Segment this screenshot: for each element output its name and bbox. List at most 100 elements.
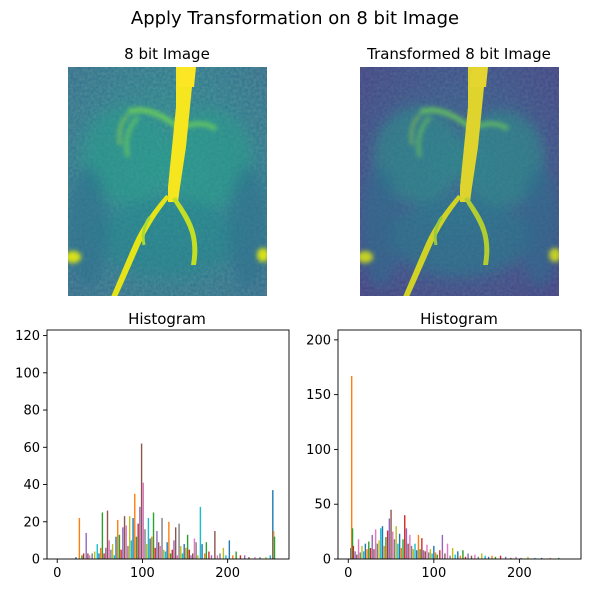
histogram-bar bbox=[534, 557, 536, 559]
histogram-bar bbox=[527, 556, 529, 559]
histogram-bar bbox=[140, 443, 143, 559]
y-tick-label: 120 bbox=[15, 329, 40, 344]
histogram-bar bbox=[190, 555, 192, 559]
histogram-bar bbox=[441, 534, 444, 559]
histogram-bar bbox=[499, 555, 502, 559]
histogram-bar bbox=[272, 490, 274, 559]
histogram-bar bbox=[216, 555, 219, 559]
histogram-bar bbox=[78, 518, 81, 559]
histogram-bar bbox=[120, 549, 122, 559]
histogram-transformed: Histogram 0 100 200 0 50 100 150 200 bbox=[306, 310, 582, 581]
histogram-bar bbox=[146, 544, 148, 559]
histogram-bar bbox=[404, 515, 406, 559]
histogram-bar bbox=[444, 553, 446, 559]
image-title-transformed: Transformed 8 bit Image bbox=[366, 45, 551, 63]
histogram-bar bbox=[94, 551, 96, 559]
histogram-bar bbox=[364, 543, 367, 559]
histogram-bar bbox=[157, 542, 160, 559]
histogram-bar bbox=[354, 551, 356, 559]
histogram-bar bbox=[108, 540, 110, 559]
x-tick-label: 200 bbox=[507, 566, 532, 581]
histogram-bar bbox=[134, 493, 136, 559]
y-tick-label: 0 bbox=[323, 553, 331, 568]
histogram-bar bbox=[422, 550, 425, 559]
histogram-bar bbox=[219, 553, 221, 559]
x-tick-label: 200 bbox=[215, 566, 240, 581]
histogram-bar bbox=[351, 528, 354, 559]
histogram-bar bbox=[144, 529, 146, 559]
histogram-bar bbox=[439, 550, 441, 559]
histogram-bar bbox=[103, 553, 105, 559]
histogram-title: Histogram bbox=[420, 310, 498, 328]
histogram-bar bbox=[371, 534, 373, 559]
histogram-bar bbox=[195, 542, 197, 559]
y-tick-label: 50 bbox=[314, 498, 331, 513]
histogram-bar bbox=[123, 516, 126, 559]
histogram-bar bbox=[208, 551, 210, 559]
histogram-bar bbox=[110, 549, 112, 559]
histogram-bar bbox=[376, 543, 379, 559]
histogram-bar bbox=[369, 548, 372, 559]
histogram-bar bbox=[135, 536, 138, 559]
histogram-bar bbox=[357, 539, 360, 559]
histogram-bar bbox=[352, 545, 355, 559]
histogram-bar bbox=[361, 545, 363, 559]
histogram-bar bbox=[178, 523, 180, 559]
histogram-bar bbox=[228, 540, 231, 559]
histogram-bar bbox=[356, 554, 358, 559]
histogram-bar bbox=[392, 531, 394, 559]
histogram-bar bbox=[454, 554, 456, 559]
histogram-bar bbox=[149, 538, 151, 559]
axes-frame bbox=[337, 329, 582, 560]
histogram-bar bbox=[457, 551, 459, 559]
histogram-bar bbox=[173, 540, 175, 559]
axes-frame bbox=[46, 329, 290, 560]
histogram-bar bbox=[105, 547, 107, 559]
histogram-bar bbox=[400, 548, 403, 559]
histogram-bar bbox=[151, 536, 153, 559]
histogram-bar bbox=[424, 551, 426, 559]
histogram-bar bbox=[169, 553, 172, 559]
histogram-bar bbox=[436, 554, 438, 559]
histogram-bar bbox=[373, 549, 375, 559]
histogram-bar bbox=[470, 555, 473, 559]
histogram-bar bbox=[265, 557, 267, 559]
histogram-bar bbox=[487, 556, 490, 559]
histogram-bar bbox=[398, 533, 401, 559]
histogram-bar bbox=[451, 548, 454, 559]
histogram-bar bbox=[243, 555, 246, 559]
histogram-bar bbox=[388, 518, 391, 559]
histogram-bar bbox=[254, 557, 256, 559]
x-tick-label: 100 bbox=[421, 566, 446, 581]
histogram-bar bbox=[449, 555, 451, 559]
image-title-original: 8 bit Image bbox=[124, 45, 210, 63]
histogram-bar bbox=[180, 545, 182, 559]
histogram-bar bbox=[118, 534, 121, 559]
histogram-bar bbox=[459, 555, 462, 559]
histogram-bar bbox=[481, 553, 483, 559]
histogram-bar bbox=[193, 538, 196, 559]
histogram-bar bbox=[85, 532, 87, 559]
histogram-bar bbox=[390, 509, 392, 559]
histogram-bar bbox=[421, 538, 423, 559]
histogram-bar bbox=[113, 555, 116, 559]
histogram-bar bbox=[88, 555, 91, 559]
figure-title: Apply Transformation on 8 bit Image bbox=[131, 8, 459, 29]
histogram-bar bbox=[405, 528, 408, 559]
y-tick-label: 0 bbox=[32, 553, 40, 568]
histogram-bar bbox=[130, 540, 133, 559]
histogram-bar bbox=[185, 547, 187, 559]
histogram-bar bbox=[248, 557, 250, 559]
histogram-bar bbox=[505, 556, 507, 559]
histogram-bar bbox=[380, 528, 382, 559]
histogram-bar bbox=[368, 541, 370, 559]
histogram-bar bbox=[414, 543, 416, 559]
y-tick-label: 100 bbox=[15, 366, 40, 381]
histogram-bar bbox=[549, 557, 551, 559]
histogram-bar bbox=[225, 555, 227, 559]
histogram-bar bbox=[168, 521, 170, 559]
histogram-bar bbox=[381, 526, 384, 559]
histogram-bar bbox=[510, 557, 512, 559]
histogram-bar bbox=[75, 557, 77, 559]
